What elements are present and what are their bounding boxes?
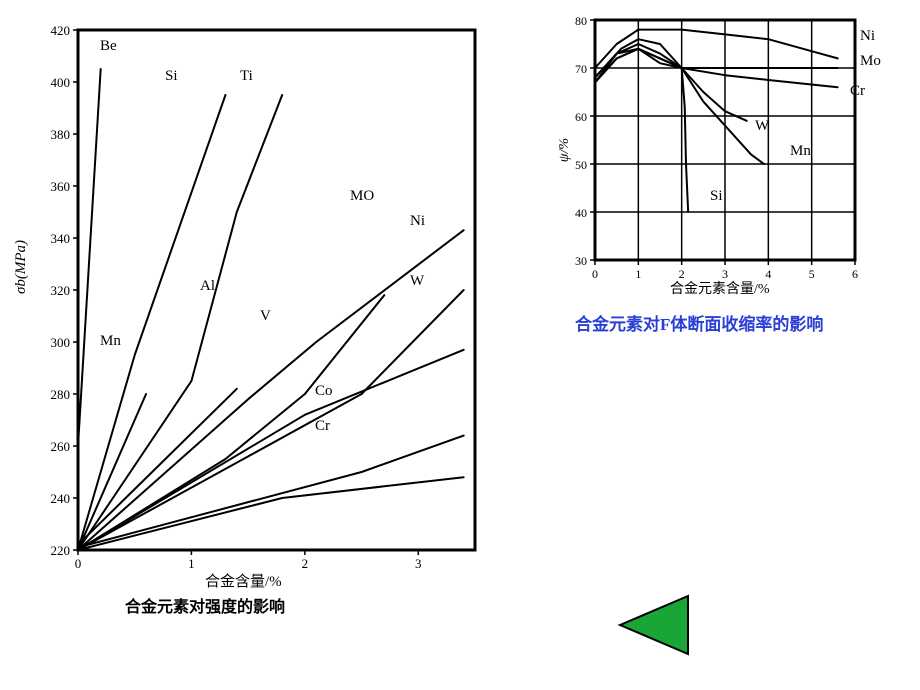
svg-text:Mn: Mn [790,143,811,159]
svg-text:Ni: Ni [860,28,875,44]
svg-text:Be: Be [100,38,117,54]
svg-text:2: 2 [302,556,309,571]
svg-text:340: 340 [51,231,71,246]
svg-text:1: 1 [188,556,195,571]
left-chart-svg: 0 1 2 3 220 240 260 280 300 320 340 360 380 400 420 Be S… [15,10,490,590]
svg-text:0: 0 [592,267,598,281]
svg-text:220: 220 [51,543,71,558]
right-ylabel: ψ/% [557,138,573,162]
svg-text:300: 300 [51,335,71,350]
svg-text:240: 240 [51,491,71,506]
svg-text:Ti: Ti [240,68,253,84]
svg-text:420: 420 [51,23,71,38]
left-xlabel: 合金含量/% [205,570,282,591]
right-chart: 0123456304050607080NiMoCrWMnSi ψ/% 合金元素含… [555,10,910,340]
svg-text:260: 260 [51,439,71,454]
back-button[interactable] [610,590,700,660]
svg-text:320: 320 [51,283,71,298]
svg-text:360: 360 [51,179,71,194]
svg-text:380: 380 [51,127,71,142]
left-caption: 合金元素对强度的影响 [125,593,285,617]
svg-text:Si: Si [710,188,723,204]
svg-text:Cr: Cr [315,418,330,434]
svg-text:W: W [755,118,770,134]
svg-text:1: 1 [635,267,641,281]
svg-text:30: 30 [575,254,587,268]
svg-text:80: 80 [575,14,587,28]
svg-text:40: 40 [575,206,587,220]
left-chart: 0 1 2 3 220 240 260 280 300 320 340 360 380 400 420 Be S… [15,10,490,625]
svg-text:400: 400 [51,75,71,90]
svg-text:MO: MO [350,188,374,204]
svg-text:Mo: Mo [860,53,881,69]
svg-text:0: 0 [75,556,82,571]
svg-text:Co: Co [315,383,333,399]
svg-text:6: 6 [852,267,858,281]
svg-text:280: 280 [51,387,71,402]
svg-text:V: V [260,308,271,324]
svg-text:Mn: Mn [100,333,121,349]
svg-text:Si: Si [165,68,178,84]
right-chart-svg: 0123456304050607080NiMoCrWMnSi [555,10,910,300]
right-xlabel: 合金元素含量/% [670,278,770,298]
svg-text:60: 60 [575,110,587,124]
right-caption: 合金元素对F体断面收缩率的影响 [575,310,823,335]
svg-text:50: 50 [575,158,587,172]
left-ylabel: σb(MPa) [13,240,30,294]
svg-text:70: 70 [575,62,587,76]
svg-text:W: W [410,273,425,289]
svg-text:5: 5 [809,267,815,281]
svg-text:3: 3 [415,556,422,571]
back-triangle-icon [610,590,700,660]
svg-text:Al: Al [200,278,215,294]
svg-text:Cr: Cr [850,83,865,99]
svg-text:Ni: Ni [410,213,425,229]
